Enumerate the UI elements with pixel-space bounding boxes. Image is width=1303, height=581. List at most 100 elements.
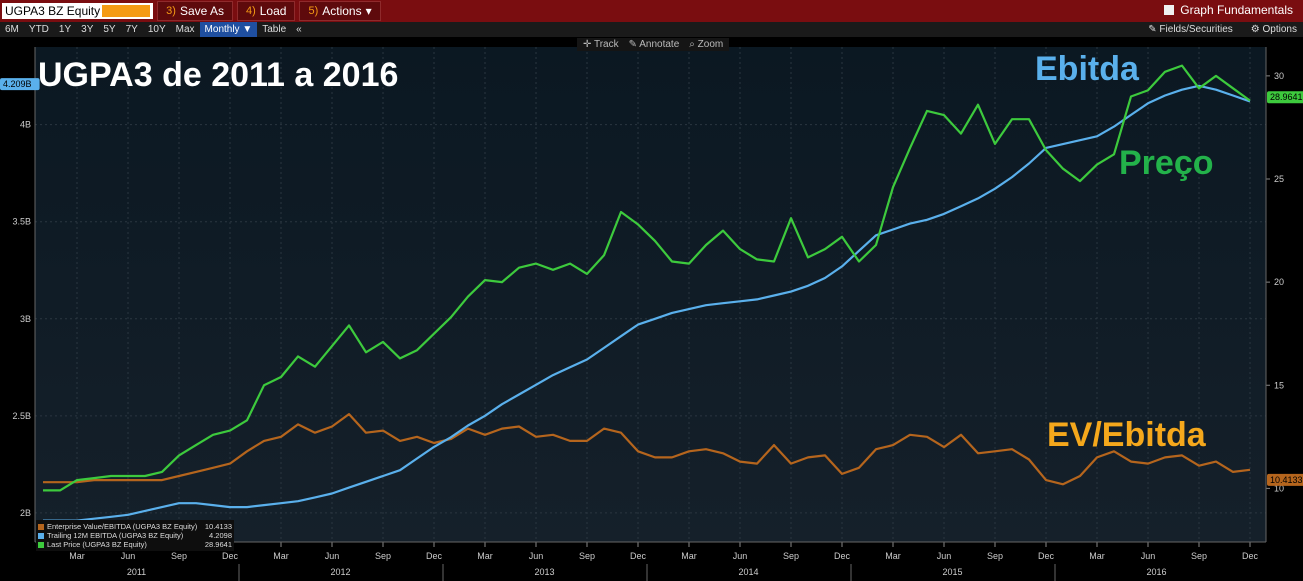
right-tick-label: 20 <box>1274 277 1284 287</box>
ev-value-tag-bg <box>1267 473 1303 486</box>
left-tick-label: 2B <box>20 508 31 518</box>
annotation-ev-ebitda: EV/Ebitda <box>1047 416 1207 454</box>
period-5y[interactable]: 5Y <box>103 24 116 35</box>
ticker-field[interactable]: UGPA3 BZ Equity <box>2 3 154 19</box>
options-label: Options <box>1262 24 1297 35</box>
table-button[interactable]: Table <box>262 24 287 35</box>
chart-legend: Enterprise Value/EBITDA (UGPA3 BZ Equity… <box>36 520 234 551</box>
x-tick-label: Jun <box>937 551 952 561</box>
options-button[interactable]: ⚙ Options <box>1251 22 1297 37</box>
x-tick-label: Jun <box>529 551 544 561</box>
save-as-shortcut: 3) <box>166 5 176 17</box>
graph-fundamentals-title[interactable]: Graph Fundamentals <box>1164 3 1293 17</box>
left-tick-label: 4B <box>20 120 31 130</box>
period-3y[interactable]: 3Y <box>81 24 94 35</box>
track-label: Track <box>593 39 619 50</box>
annotate-tool[interactable]: ✎ Annotate <box>628 39 680 50</box>
x-tick-label: Jun <box>121 551 136 561</box>
pencil-icon: ✎ <box>1148 24 1157 35</box>
graph-icon <box>1164 5 1175 15</box>
x-year-label: 2012 <box>330 567 350 577</box>
load-shortcut: 4) <box>245 5 256 17</box>
x-tick-label: Dec <box>1038 551 1055 561</box>
price-value-tag-bg <box>1267 91 1303 104</box>
gear-icon: ⚙ <box>1250 24 1260 35</box>
x-tick-label: Dec <box>426 551 443 561</box>
period-7y[interactable]: 7Y <box>125 24 138 35</box>
x-year-label: 2015 <box>942 567 962 577</box>
period-max[interactable]: Max <box>175 24 195 35</box>
legend-row-ebitda: Trailing 12M EBITDA (UGPA3 BZ Equity) 4.… <box>38 531 232 540</box>
ebitda-value-tag-text: 4.209B <box>3 79 32 89</box>
period-1y[interactable]: 1Y <box>58 24 72 35</box>
save-as-button[interactable]: 3) Save As <box>157 1 233 21</box>
fields-securities-button[interactable]: ✎ Fields/Securities <box>1148 22 1233 37</box>
x-tick-label: Jun <box>733 551 748 561</box>
load-label: Load <box>259 4 287 18</box>
chart-tools: ✛ Track ✎ Annotate ⌕ Zoom <box>577 38 730 51</box>
actions-label: Actions <box>322 4 362 18</box>
fields-securities-label: Fields/Securities <box>1159 24 1233 35</box>
x-tick-label: Mar <box>1089 551 1105 561</box>
right-tick-label: 10 <box>1274 483 1284 493</box>
annotation-price: Preço <box>1119 144 1214 182</box>
ticker-highlight <box>102 5 151 17</box>
left-tick-label: 2.5B <box>12 411 31 421</box>
ebitda-line <box>43 84 1251 522</box>
x-tick-label: Sep <box>783 551 799 561</box>
x-year-label: 2011 <box>127 567 146 577</box>
collapse-button[interactable]: « <box>296 24 302 35</box>
right-tick-label: 25 <box>1274 174 1284 184</box>
chart-area: Mar Jun Sep Dec Mar Jun Sep Dec Mar Jun Sep Dec Mar J… <box>0 37 1303 581</box>
x-year-label: 2016 <box>1146 567 1166 577</box>
x-tick-label: Sep <box>987 551 1003 561</box>
price-value-tag-text: 28.9641 <box>1270 92 1303 102</box>
annotation-ebitda: Ebitda <box>1035 50 1140 88</box>
legend-name-ebitda: Trailing 12M EBITDA (UGPA3 BZ Equity) <box>47 531 184 540</box>
period-10y[interactable]: 10Y <box>147 24 166 35</box>
actions-shortcut: 5) <box>308 5 319 17</box>
x-tick-label: Sep <box>579 551 595 561</box>
legend-value-ebitda: 4.2098 <box>209 531 232 540</box>
x-tick-label: Dec <box>222 551 239 561</box>
x-tick-label: Mar <box>885 551 901 561</box>
legend-name-ev: Enterprise Value/EBITDA (UGPA3 BZ Equity… <box>47 522 198 531</box>
chart-svg: Mar Jun Sep Dec Mar Jun Sep Dec Mar Jun Sep Dec Mar J… <box>0 47 1303 581</box>
x-tick-label: Mar <box>273 551 289 561</box>
price-line <box>43 64 1251 492</box>
legend-swatch-ev <box>38 523 44 530</box>
x-tick-label: Jun <box>325 551 340 561</box>
x-year-label: 2013 <box>534 567 554 577</box>
x-tick-label: Dec <box>1242 551 1259 561</box>
plot-background <box>35 47 1266 542</box>
zoom-tool[interactable]: ⌕ Zoom <box>689 39 724 50</box>
x-tick-label: Mar <box>681 551 697 561</box>
chevron-down-icon: ▾ <box>365 4 372 18</box>
x-tick-label: Jun <box>1141 551 1156 561</box>
save-as-label: Save As <box>179 4 224 18</box>
legend-swatch-price <box>38 541 44 548</box>
period-bar: 6M YTD 1Y 3Y 5Y 7Y 10Y Max Monthly ▼ Tab… <box>0 22 1303 37</box>
x-tick-label: Dec <box>630 551 647 561</box>
frequency-dropdown[interactable]: Monthly ▼ <box>199 22 258 37</box>
ev-value-tag: 10.4133 <box>1267 473 1303 486</box>
x-tick-label: Mar <box>69 551 85 561</box>
x-year-label: 2014 <box>738 567 758 577</box>
x-tick-label: Mar <box>477 551 493 561</box>
actions-button[interactable]: 5) Actions ▾ <box>299 1 381 21</box>
period-6m[interactable]: 6M <box>5 24 19 35</box>
right-tick-label: 30 <box>1274 71 1284 81</box>
legend-row-ev: Enterprise Value/EBITDA (UGPA3 BZ Equity… <box>38 522 232 531</box>
chart-title: UGPA3 de 2011 a 2016 <box>38 56 398 94</box>
track-tool[interactable]: ✛ Track <box>583 39 619 50</box>
toolbar: UGPA3 BZ Equity 3) Save As 4) Load 5) Ac… <box>0 0 1303 22</box>
legend-value-ev: 10.4133 <box>204 522 232 531</box>
period-ytd[interactable]: YTD <box>28 24 49 35</box>
load-button[interactable]: 4) Load <box>236 1 296 21</box>
left-tick-label: 3.5B <box>12 217 31 227</box>
x-tick-label: Sep <box>375 551 391 561</box>
ev-ebitda-line <box>43 413 1251 486</box>
zoom-label: Zoom <box>697 39 724 50</box>
ev-value-tag-text: 10.4133 <box>1270 475 1303 485</box>
ticker-text: UGPA3 BZ Equity <box>5 4 101 18</box>
